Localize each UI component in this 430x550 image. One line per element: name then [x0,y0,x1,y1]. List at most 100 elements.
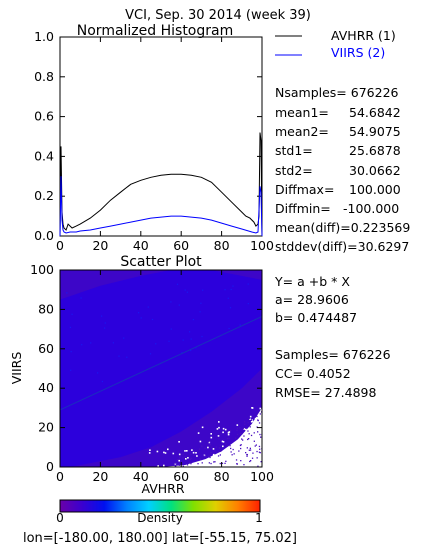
histogram-title: Normalized Histogram [77,23,233,39]
outlier-point [229,445,231,447]
sparse-point [226,456,229,459]
histogram-y-tick-label: 0.2 [34,188,54,203]
density-point [97,372,99,374]
sparse-point [216,428,219,430]
outlier-point [253,440,255,442]
outlier-point [199,458,201,460]
legend: AVHRR (1) VIIRS (2) [275,28,396,60]
density-point [151,318,154,321]
density-point [101,315,103,317]
density-point [247,283,249,285]
outlier-point [241,429,243,431]
density-point [195,347,197,349]
outlier-point [221,462,224,464]
sparse-point [149,449,151,451]
outlier-point [242,427,245,429]
density-point [230,288,232,291]
outlier-point [179,455,181,457]
legend-label-viirs: VIIRS (2) [331,45,385,60]
outlier-point [239,444,242,447]
outlier-point [220,450,222,452]
outlier-point [178,457,181,459]
stat-mean1-value: 54.6842 [349,105,401,120]
scatter-y-tick-label: 80 [38,301,54,316]
sparse-point [245,448,248,450]
sparse-point [234,449,236,452]
outlier-point [209,444,211,446]
histogram-x-tick-label: 100 [250,238,274,253]
density-point [147,306,149,308]
sparse-point [201,426,204,429]
outlier-point [210,462,212,465]
sparse-point [200,462,203,465]
histogram-series [59,132,263,237]
outlier-point [218,447,221,449]
stat-stddev: stddev(diff)=30.6297 [275,239,409,254]
density-point [232,285,234,287]
colorbar: 0 Density 1 [56,499,263,525]
outlier-point [233,453,235,455]
outlier-point [203,455,205,457]
outlier-point [214,461,216,463]
outlier-point [247,430,249,432]
sparse-point [245,440,247,442]
sparse-point [207,446,209,449]
scatter-x-tick-label: 60 [173,469,189,484]
density-point [70,351,72,353]
outlier-point [214,450,216,452]
outlier-point [251,419,253,421]
sparse-point [163,464,165,467]
sparse-point [228,457,231,460]
sparse-point [218,421,220,423]
outlier-point [219,444,222,446]
outlier-point [260,411,262,413]
density-point [170,301,172,303]
outlier-point [236,433,239,436]
coordinate-range: lon=[-180.00, 180.00] lat=[-55.15, 75.02… [23,531,297,546]
outlier-point [260,436,262,438]
outlier-point [223,439,225,441]
density-point [229,307,232,309]
outlier-point [257,431,259,433]
histogram-panel: Normalized Histogram 0.00.20.40.60.81.0 … [34,23,274,253]
sparse-point [241,446,244,448]
sparse-point [178,459,180,462]
outlier-point [190,463,192,465]
sparse-point [192,451,195,454]
outlier-point [259,452,261,454]
density-point [81,344,83,346]
outlier-point [244,423,246,426]
sparse-point [217,435,220,437]
legend-label-avhrr: AVHRR (1) [331,28,396,43]
scatter-y-axis: 0 20 40 60 80 100 [30,262,262,474]
sparse-point [256,432,259,434]
outlier-point [238,450,240,452]
sparse-point [178,441,180,443]
density-point [126,356,128,358]
outlier-point [250,422,252,424]
outlier-point [189,462,191,464]
outlier-point [190,457,192,459]
outlier-point [219,454,221,456]
scatter-y-tick-label: 20 [38,420,54,435]
outlier-point [248,433,250,435]
outlier-point [213,461,215,463]
scatter-frame [59,269,263,468]
scatter-x-label: AVHRR [141,481,184,496]
outlier-point [241,433,243,435]
scatter-fit-line [59,316,263,411]
sparse-point [227,433,230,436]
outlier-point [200,459,202,461]
outlier-point [239,427,241,429]
sparse-point [254,417,257,420]
stat-nsamples: Nsamples= 676226 [275,85,399,100]
outlier-point [210,452,212,454]
outlier-point [247,438,249,441]
sparse-point [242,438,244,440]
outlier-point [250,434,253,437]
outlier-point [245,452,247,454]
outlier-point [201,445,203,447]
sparse-point [236,424,239,426]
sparse-point [212,453,215,456]
